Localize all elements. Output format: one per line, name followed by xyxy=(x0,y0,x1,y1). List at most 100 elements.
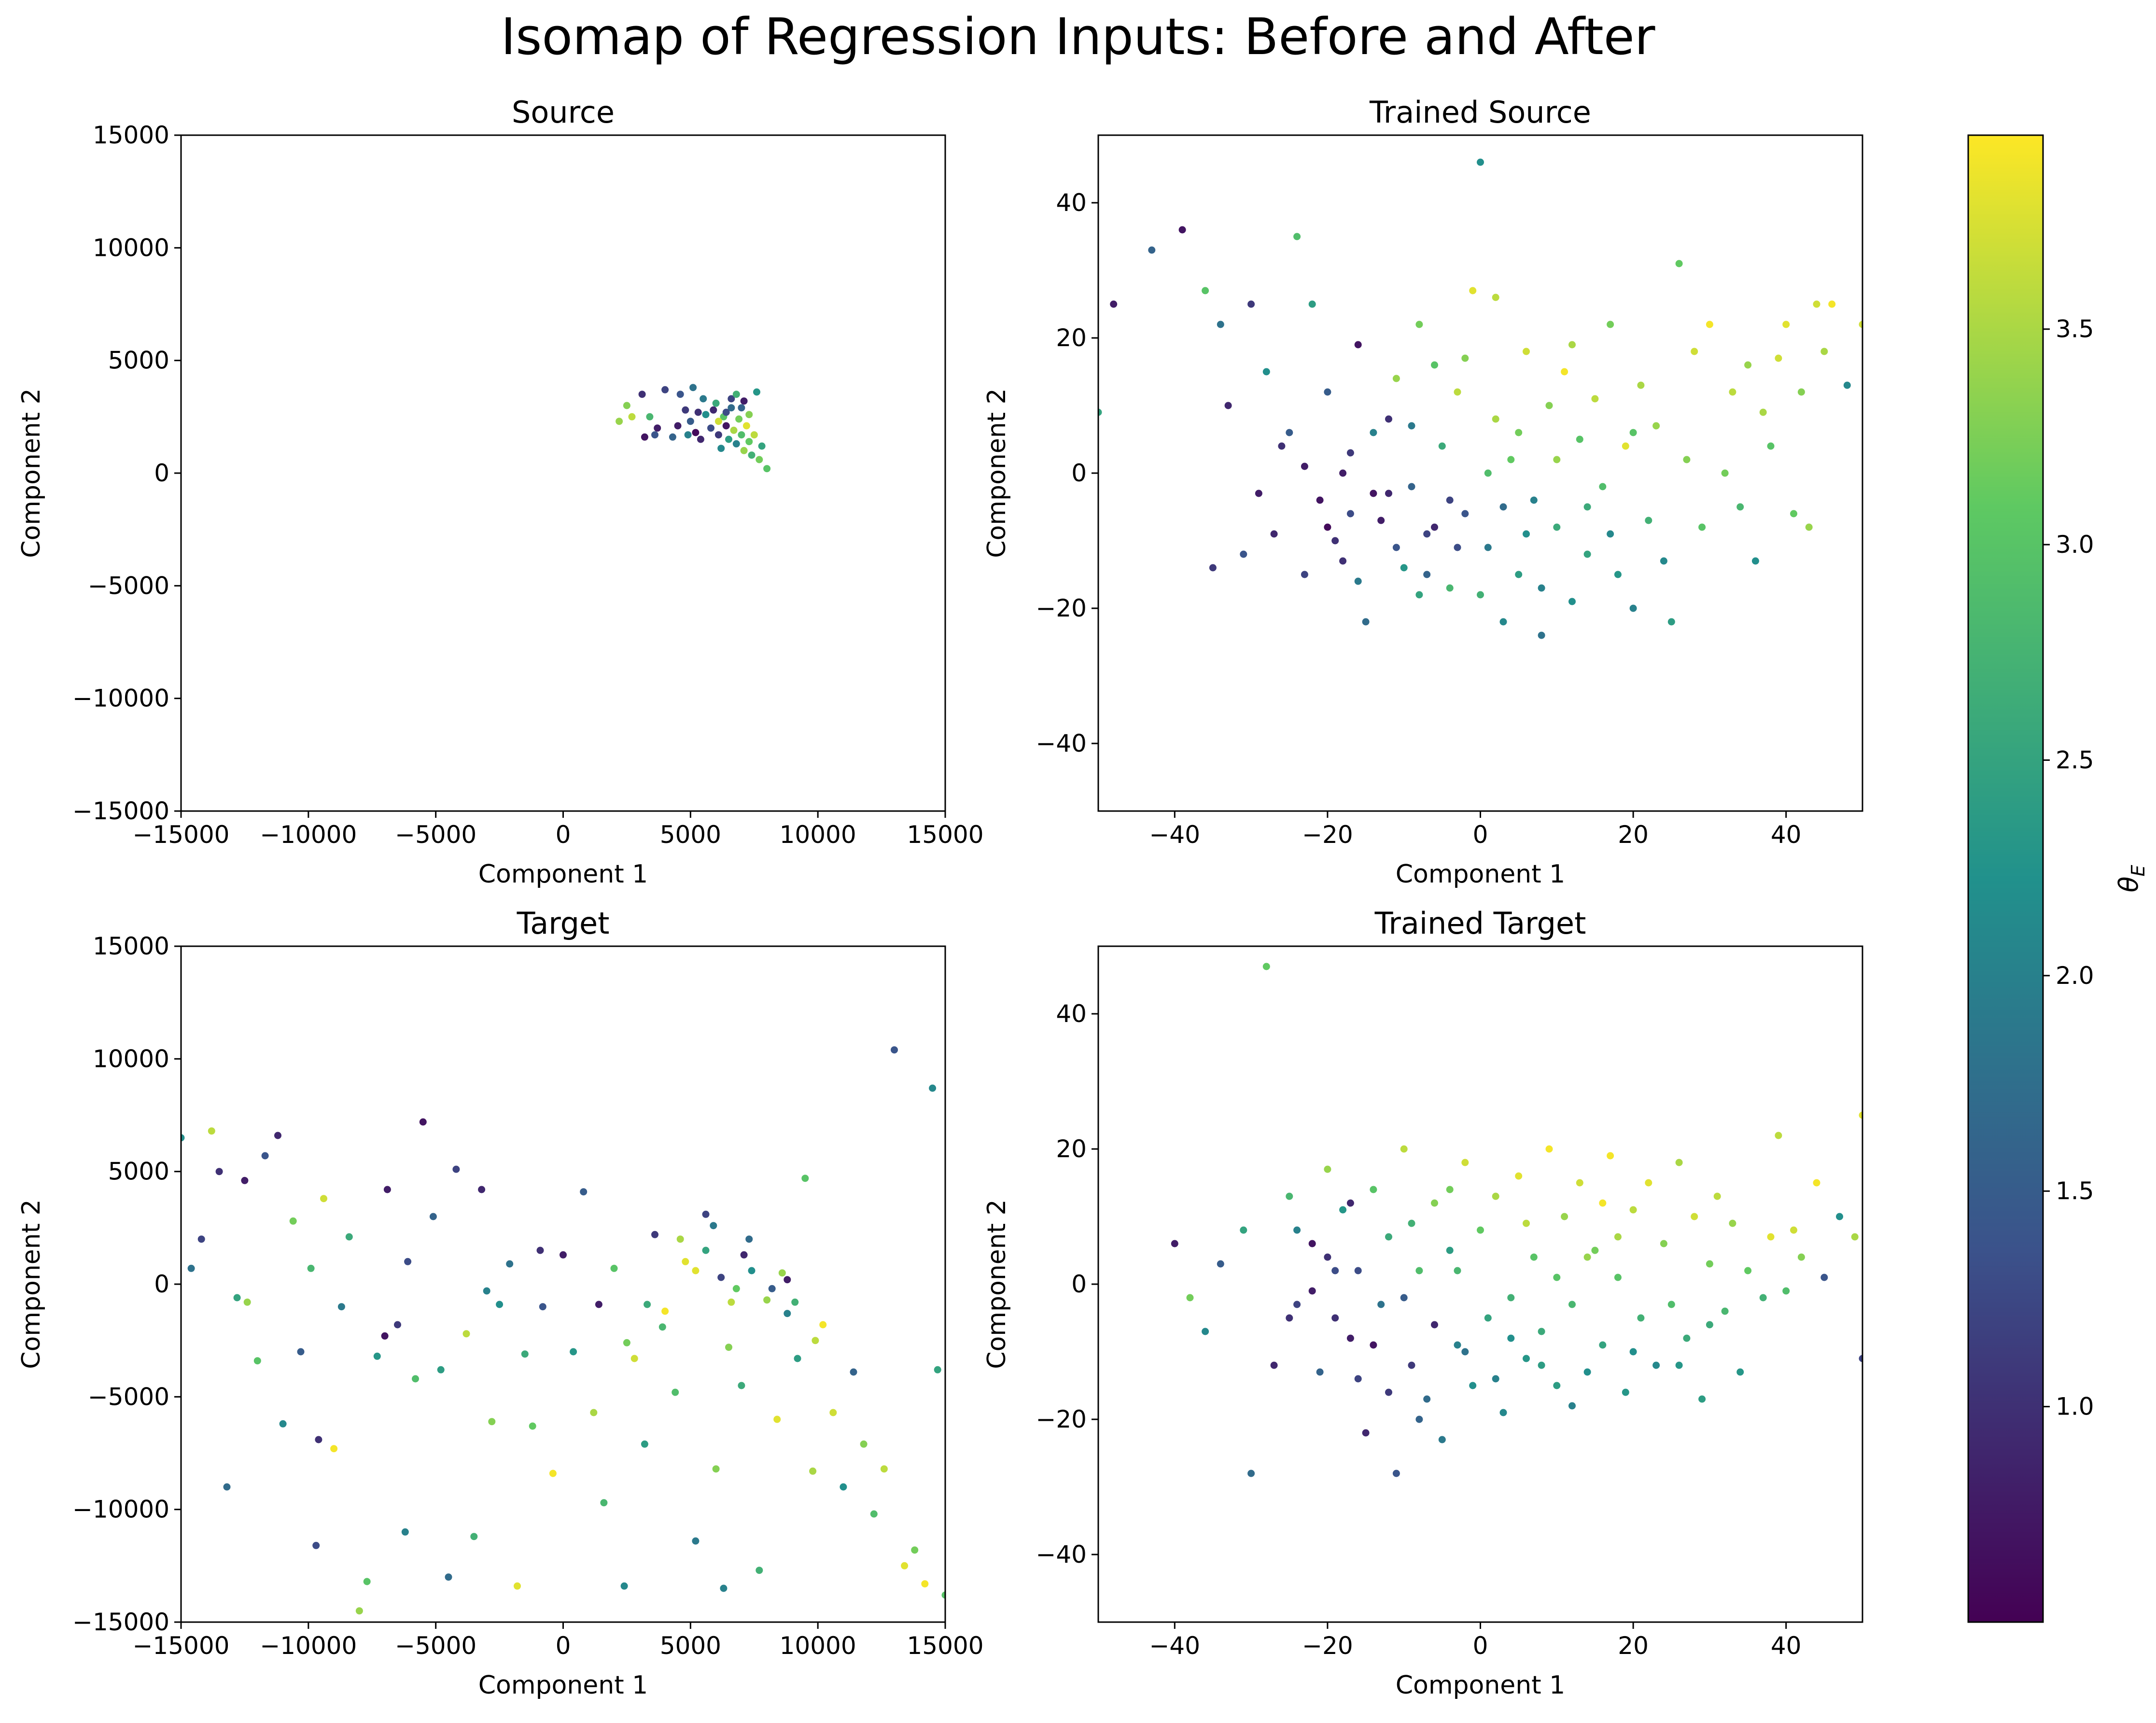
data-point xyxy=(1767,1233,1775,1241)
data-point xyxy=(682,406,689,414)
data-point xyxy=(1331,1314,1339,1322)
data-point xyxy=(181,1134,185,1142)
data-point xyxy=(412,1375,419,1383)
data-point xyxy=(1454,544,1461,551)
data-point xyxy=(1813,300,1820,308)
data-point xyxy=(223,1483,231,1491)
y-tick-label: 0 xyxy=(154,459,169,487)
data-point xyxy=(661,1307,669,1315)
panel-title: Target xyxy=(517,906,610,941)
data-point xyxy=(1637,381,1645,389)
data-point xyxy=(1392,544,1400,551)
data-point xyxy=(674,422,682,430)
data-point xyxy=(763,1296,771,1304)
data-point xyxy=(1262,368,1270,376)
y-tick-label: −10000 xyxy=(72,685,169,713)
y-tick-label: 20 xyxy=(1056,324,1087,352)
data-point xyxy=(1293,1226,1301,1234)
data-point xyxy=(1492,1192,1499,1200)
data-point xyxy=(1339,1206,1347,1214)
data-point xyxy=(1454,1267,1461,1275)
data-point xyxy=(312,1541,320,1549)
data-point xyxy=(1568,598,1576,605)
data-point xyxy=(1247,1470,1255,1477)
data-point xyxy=(373,1352,381,1360)
data-point xyxy=(758,442,766,450)
data-point xyxy=(1324,388,1331,396)
data-point xyxy=(1438,1436,1446,1443)
data-point xyxy=(1652,422,1660,430)
data-point xyxy=(717,445,725,452)
y-tick-label: 40 xyxy=(1056,189,1087,217)
data-point xyxy=(363,1578,371,1585)
data-point xyxy=(401,1528,409,1536)
data-point xyxy=(1790,510,1797,518)
data-point xyxy=(1301,571,1308,578)
data-point xyxy=(1553,456,1561,463)
data-point xyxy=(641,433,648,441)
data-point xyxy=(1423,571,1431,578)
data-point xyxy=(1286,1192,1293,1200)
data-point xyxy=(1484,1314,1492,1322)
data-point xyxy=(1545,1145,1553,1153)
data-point xyxy=(1805,523,1813,531)
x-axis-label: Component 1 xyxy=(1396,1671,1566,1700)
data-point xyxy=(1171,1240,1178,1247)
data-point xyxy=(1782,321,1790,328)
data-point xyxy=(778,1269,786,1277)
data-point xyxy=(1797,1253,1805,1261)
data-point xyxy=(742,422,750,430)
data-point xyxy=(452,1165,460,1173)
data-point xyxy=(590,1409,598,1416)
colorbar-tick-label: 2.0 xyxy=(2056,962,2094,990)
data-point xyxy=(728,404,735,412)
data-point xyxy=(1308,300,1316,308)
data-point xyxy=(623,402,630,409)
y-tick-label: 5000 xyxy=(108,347,169,375)
data-point xyxy=(1186,1294,1194,1302)
data-point xyxy=(1759,408,1767,416)
data-point xyxy=(1713,1192,1721,1200)
data-point xyxy=(1499,503,1507,511)
data-point xyxy=(529,1422,536,1430)
data-point xyxy=(880,1465,888,1473)
data-point xyxy=(1637,1314,1645,1322)
data-point xyxy=(1339,469,1347,477)
data-point xyxy=(850,1368,857,1376)
data-point xyxy=(1316,496,1324,504)
data-point xyxy=(1607,321,1614,328)
data-point xyxy=(1346,1334,1354,1342)
data-point xyxy=(320,1195,327,1203)
data-point xyxy=(860,1440,868,1448)
data-point xyxy=(700,395,707,403)
data-point xyxy=(728,395,735,403)
data-point xyxy=(651,431,658,439)
data-point xyxy=(1523,1219,1530,1227)
data-point xyxy=(483,1287,490,1295)
x-tick-label: −40 xyxy=(1149,821,1201,849)
data-point xyxy=(1240,1226,1247,1234)
x-tick-label: 0 xyxy=(1473,1632,1488,1660)
data-point xyxy=(1415,1415,1423,1423)
data-point xyxy=(1431,1199,1438,1207)
data-point xyxy=(1813,1179,1820,1187)
data-point xyxy=(623,1339,630,1346)
data-point xyxy=(208,1127,215,1135)
data-point xyxy=(1660,557,1667,565)
data-point xyxy=(1346,1199,1354,1207)
data-point xyxy=(1255,490,1262,497)
data-point xyxy=(1721,1307,1729,1315)
data-point xyxy=(549,1470,557,1477)
data-point xyxy=(1346,449,1354,457)
data-point xyxy=(243,1298,251,1306)
data-point xyxy=(1515,429,1523,436)
data-point xyxy=(1553,1382,1561,1389)
data-point xyxy=(1385,415,1392,423)
data-point xyxy=(644,1301,651,1308)
data-point xyxy=(745,1235,753,1243)
data-point xyxy=(1308,1240,1316,1247)
data-point xyxy=(756,1567,763,1574)
data-point xyxy=(1354,1375,1362,1383)
data-point xyxy=(1446,1186,1454,1193)
data-point xyxy=(1790,1226,1797,1234)
